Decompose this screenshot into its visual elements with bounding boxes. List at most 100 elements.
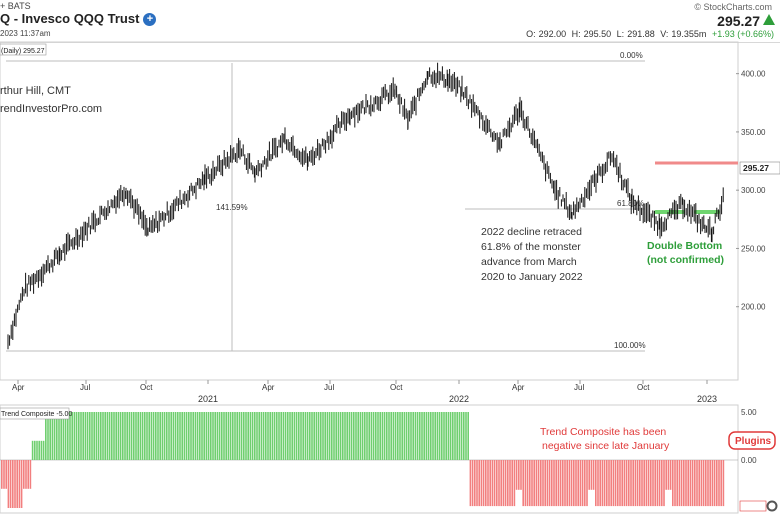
tc-bar <box>603 460 606 507</box>
tc-bar <box>280 412 282 460</box>
tc-bar <box>529 460 531 507</box>
tc-bar <box>328 412 331 460</box>
tc-bar <box>672 460 674 507</box>
tc-bar <box>696 460 698 507</box>
tc-bar <box>69 412 71 460</box>
tc-bar <box>720 460 722 507</box>
tc-bar <box>214 412 216 460</box>
tc-bar <box>324 412 326 460</box>
tc-bar <box>177 412 179 460</box>
tc-bar <box>410 412 412 460</box>
daily-tag-box <box>0 43 47 56</box>
tc-bar <box>18 460 21 508</box>
tc-bar <box>665 460 667 490</box>
tc-bar <box>124 412 126 460</box>
retrace-note-1: 2022 decline retraced <box>481 226 582 238</box>
tc-bar <box>586 460 588 507</box>
tc-bar <box>73 412 76 460</box>
tc-bar <box>718 460 720 507</box>
tc-bar <box>27 460 29 489</box>
tc-bar <box>577 460 579 507</box>
tc-bar <box>16 460 18 508</box>
double-bottom-label: Double Bottom <box>647 240 722 252</box>
tc-bar <box>14 460 16 508</box>
tc-bar <box>597 460 599 507</box>
tc-bar <box>161 412 164 460</box>
tc-bar <box>559 460 562 507</box>
tc-bar <box>687 460 689 507</box>
tc-bar <box>383 412 386 460</box>
tc-bar <box>207 412 210 460</box>
tc-y-tick-label: 0.00 <box>741 456 757 465</box>
tc-bar <box>392 412 395 460</box>
timestamp: 2023 11:37am <box>0 29 51 38</box>
tc-bar <box>34 440 36 460</box>
tc-bar <box>300 412 302 460</box>
tc-bar <box>309 412 311 460</box>
tc-bar <box>304 412 307 460</box>
tc-bar <box>205 412 208 460</box>
tc-bar <box>707 460 709 507</box>
tc-bar <box>548 460 551 507</box>
tc-bar <box>60 412 62 460</box>
x-tick-label: Apr <box>512 383 525 392</box>
tc-bar <box>265 412 267 460</box>
gear-icon[interactable] <box>766 500 778 512</box>
tc-bar <box>100 412 102 460</box>
tc-bar <box>78 412 80 460</box>
tc-bar <box>612 460 615 507</box>
tc-bar <box>196 412 199 460</box>
tc-bar <box>546 460 549 507</box>
tc-bar <box>225 412 227 460</box>
tc-bar <box>480 460 483 507</box>
y-tick-label: 250.00 <box>741 244 766 253</box>
tc-bar <box>320 412 322 460</box>
tc-bar <box>685 460 687 507</box>
tc-bar <box>401 412 403 460</box>
x-tick-label: Oct <box>390 383 403 392</box>
tc-bar <box>399 412 401 460</box>
x-axis: Apr Jul Oct 2021 Apr Jul Oct 2022 Apr Jul Oct 2023 <box>12 380 717 404</box>
tc-bar <box>381 412 384 460</box>
tc-bar <box>221 412 223 460</box>
tc-bar <box>311 412 313 460</box>
add-icon[interactable]: + <box>143 13 157 26</box>
tc-bar <box>282 412 285 460</box>
tc-bar <box>159 412 161 460</box>
tc-bar <box>507 460 509 507</box>
tc-bar <box>62 412 65 460</box>
tc-bar <box>155 412 157 460</box>
tc-bar <box>502 460 505 507</box>
tc-bar <box>678 460 681 507</box>
plugins-button[interactable] <box>728 431 776 450</box>
retrace-note-3: advance from March <box>481 256 577 268</box>
tc-bar <box>463 412 465 460</box>
tc-bar <box>337 412 340 460</box>
tc-bar <box>634 460 637 507</box>
indicator-panel-frame <box>0 404 739 514</box>
tc-bar <box>441 412 443 460</box>
tc-bar <box>67 412 69 460</box>
tc-bar <box>397 412 399 460</box>
tc-bar <box>58 412 60 460</box>
tc-bar <box>326 412 329 460</box>
change-value: +1.93 (+0.66%) <box>711 29 774 39</box>
retrace-note-4: 2020 to January 2022 <box>481 271 583 283</box>
tc-bar <box>542 460 544 507</box>
tc-bar <box>581 460 584 507</box>
tc-bar <box>192 412 194 460</box>
tc-bar <box>271 412 274 460</box>
tc-bar <box>452 412 454 460</box>
tc-bar <box>674 460 676 507</box>
tc-bar <box>144 412 146 460</box>
tc-bar <box>119 412 122 460</box>
tc-bar <box>170 412 172 460</box>
tc-bar <box>240 412 243 460</box>
tc-bar <box>254 412 256 460</box>
tc-bar <box>619 460 621 507</box>
tc-bar <box>359 412 362 460</box>
tc-bar <box>390 412 392 460</box>
tc-bar <box>702 460 705 507</box>
tc-bar <box>403 412 406 460</box>
tc-bar <box>522 460 524 507</box>
